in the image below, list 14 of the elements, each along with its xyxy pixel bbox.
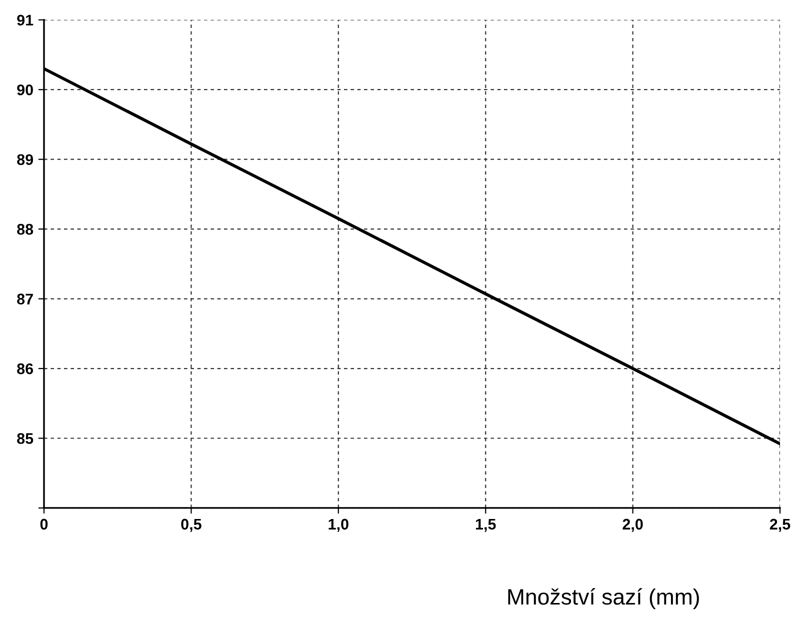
x-tick-label: 1,5 [476,518,496,532]
y-tick-label: 89 [17,154,34,166]
y-tick-label: 91 [17,14,34,26]
x-tick-label: 0 [40,518,48,530]
y-tick-label: 88 [17,224,34,235]
y-tick-label: 87 [17,294,33,304]
x-axis-title: Množství sazí (mm) [508,588,699,610]
y-tick-label: 85 [17,433,34,444]
x-tick-label: 1,0 [328,518,348,532]
y-tick-label: 90 [17,84,33,96]
x-tick-label: 2,5 [770,518,790,532]
x-tick-label: 0,5 [181,518,202,532]
y-tick-label: 86 [17,363,34,374]
x-tick-label: 2,0 [622,518,643,532]
